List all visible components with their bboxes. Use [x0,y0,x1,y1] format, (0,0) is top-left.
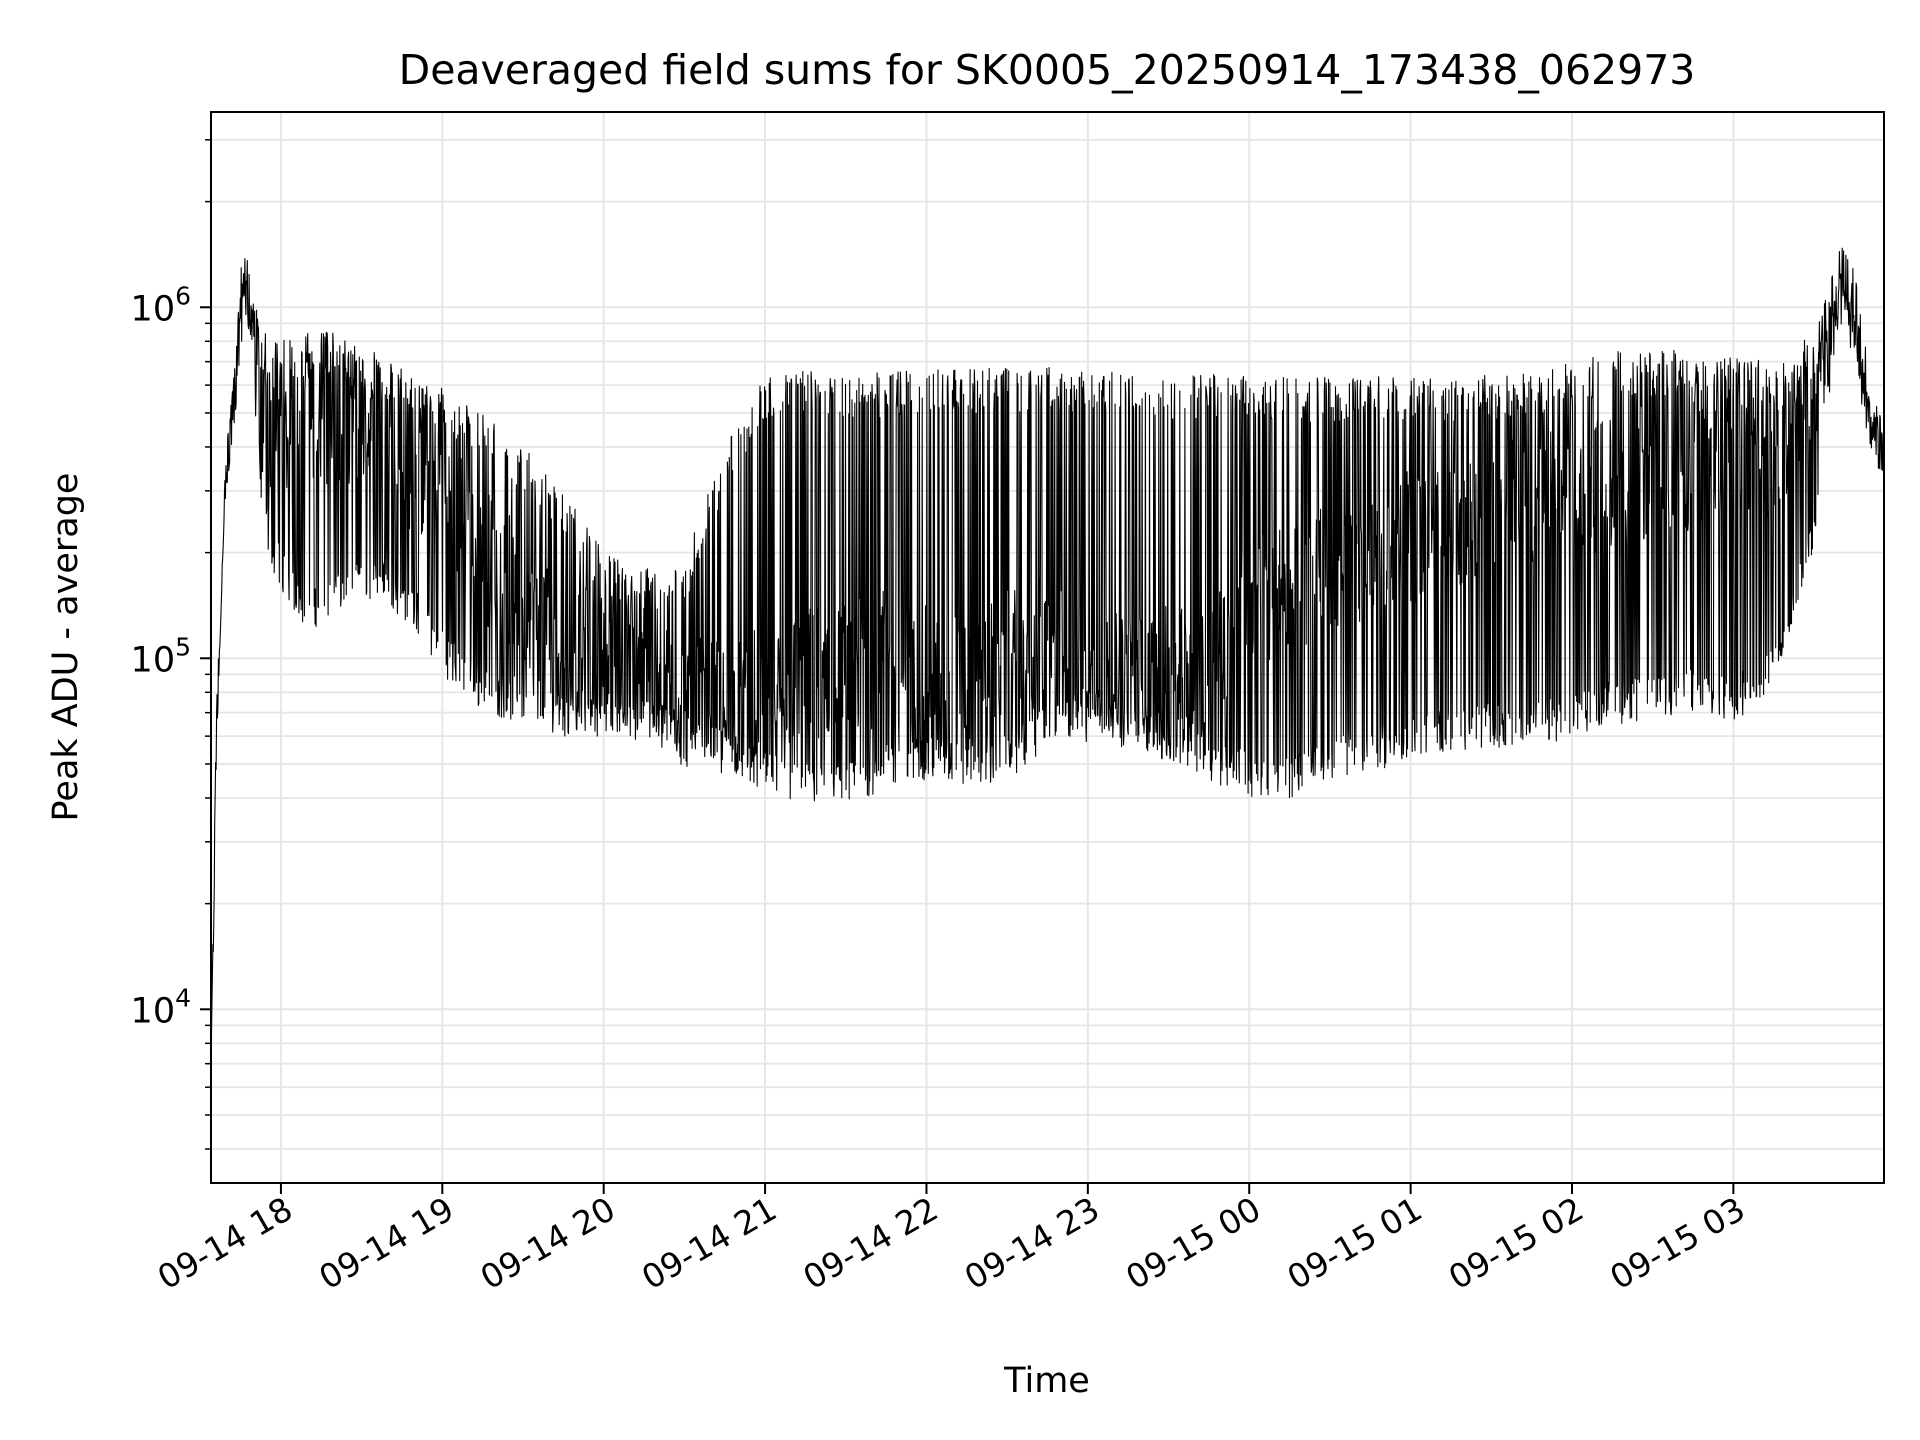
y-tick-label: 106 [131,281,191,329]
chart-title: Deaveraged field sums for SK0005_2025091… [399,46,1696,94]
grid [211,112,1884,1183]
y-axis-label: Peak ADU - average [46,473,86,822]
y-tick-label: 105 [131,632,191,680]
plot-frame [210,111,1885,1184]
data-series [210,247,1885,1104]
y-tick-label: 104 [131,983,191,1031]
x-axis-label: Time [1003,1361,1090,1401]
data-line [210,247,1885,1104]
